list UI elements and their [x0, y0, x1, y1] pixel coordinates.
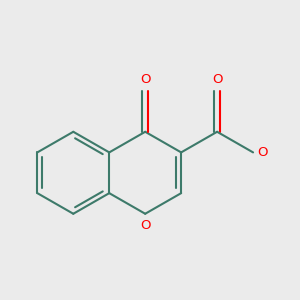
Text: O: O	[257, 146, 267, 159]
Text: O: O	[140, 219, 151, 232]
Text: O: O	[140, 73, 151, 86]
Text: O: O	[212, 73, 222, 86]
